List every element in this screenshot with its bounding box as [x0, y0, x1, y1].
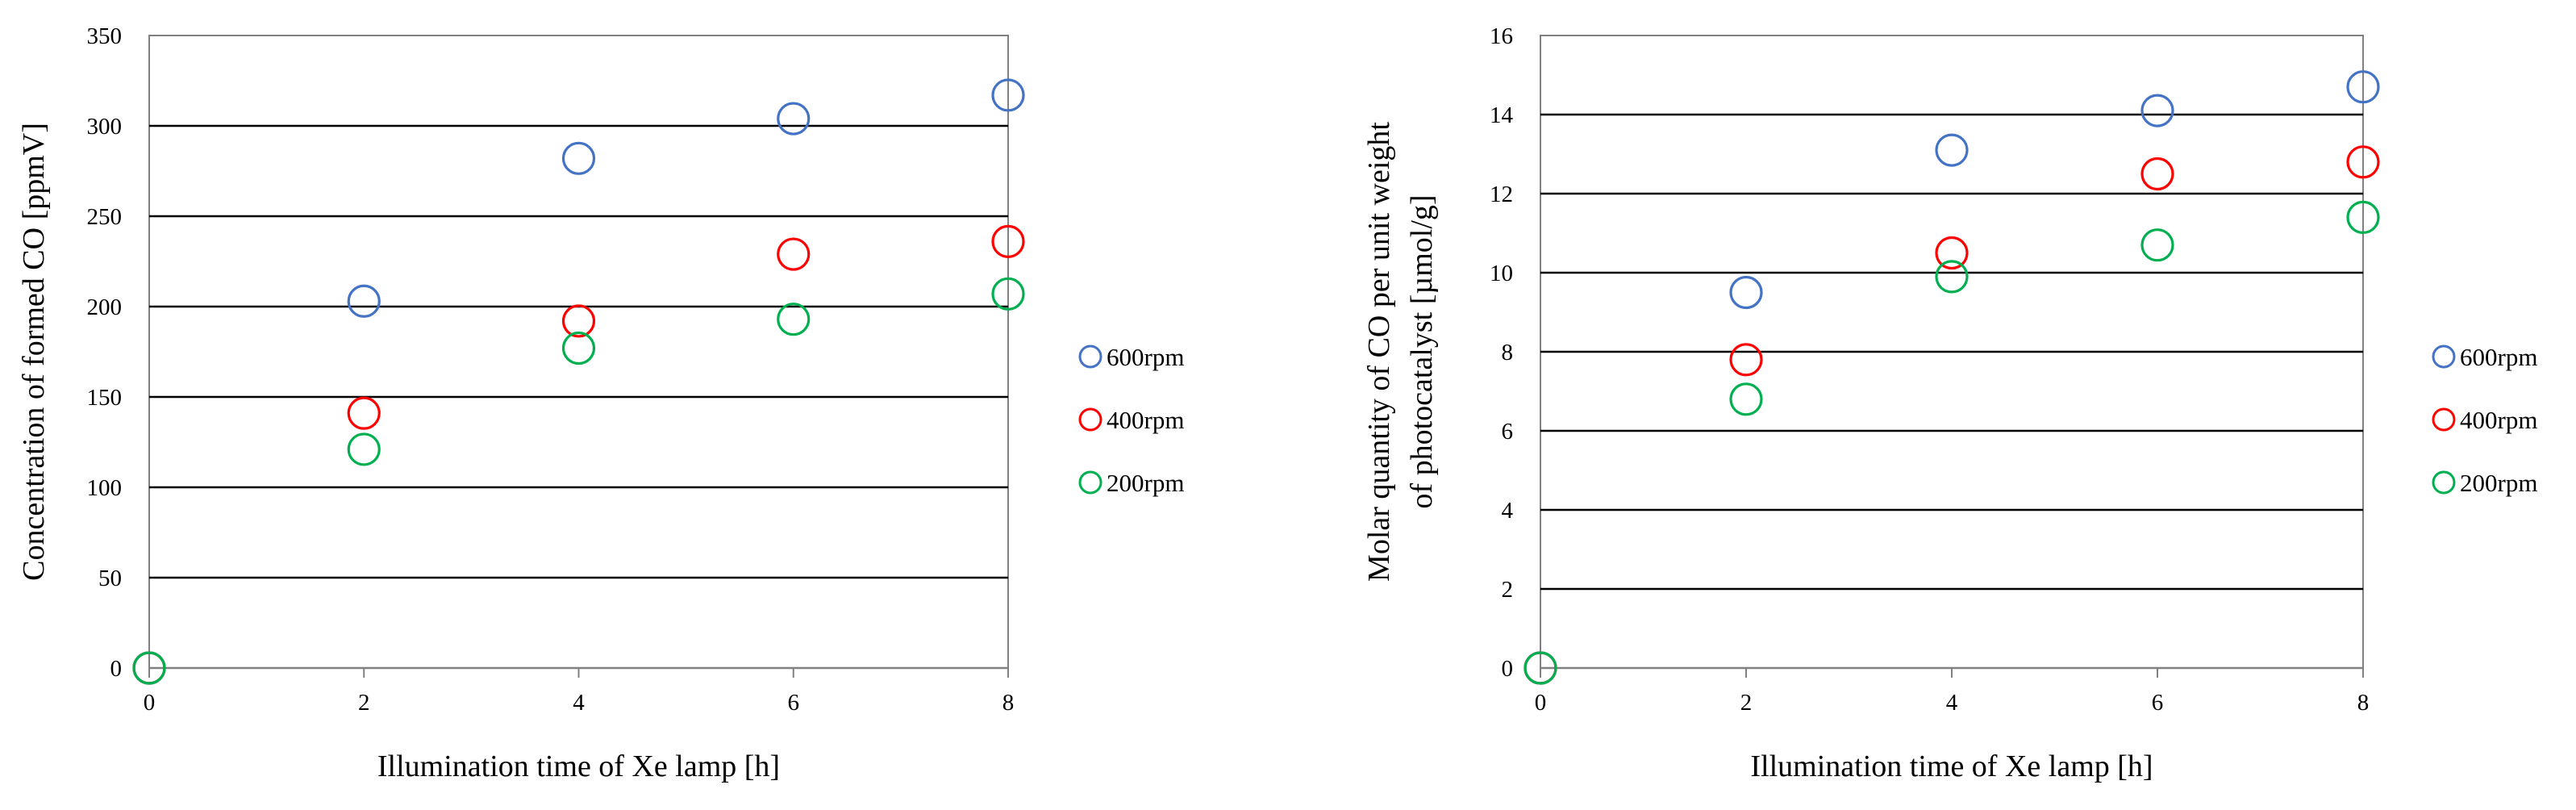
legend-label: 200rpm [1107, 469, 1184, 497]
legend-marker-400rpm [2432, 407, 2456, 432]
legend-marker-200rpm [1078, 470, 1103, 495]
data-point-400rpm [561, 304, 596, 338]
data-point-400rpm [2140, 157, 2174, 191]
data-point-600rpm [2140, 94, 2174, 127]
y-tick-label: 0 [1502, 656, 1514, 682]
x-tick-label: 6 [788, 690, 800, 716]
y-tick-label: 250 [87, 204, 123, 230]
data-point-400rpm [2346, 145, 2380, 179]
data-point-600rpm [1729, 275, 1763, 310]
data-point-200rpm [132, 651, 166, 685]
legend-label: 600rpm [2460, 343, 2537, 371]
plot-area-border [148, 35, 1009, 669]
y-tick-label: 200 [87, 294, 123, 320]
y-tick-label: 2 [1502, 577, 1514, 603]
data-point-200rpm [1935, 260, 1969, 294]
y-tick-label: 50 [98, 566, 122, 591]
x-tick-label: 2 [358, 690, 370, 716]
data-point-200rpm [347, 432, 381, 466]
data-point-600rpm [991, 78, 1025, 112]
data-point-200rpm [2346, 200, 2380, 234]
x-tick-label: 4 [573, 690, 585, 716]
y-tick-label: 100 [87, 475, 123, 501]
data-point-200rpm [2140, 228, 2174, 262]
data-point-400rpm [991, 224, 1025, 258]
legend-label: 200rpm [2460, 469, 2537, 497]
y-tick-label: 14 [1490, 102, 1514, 128]
data-point-200rpm [1524, 651, 1557, 685]
data-point-400rpm [347, 396, 381, 430]
y-axis-title: Molar quantity of CO per unit weight [1362, 122, 1396, 582]
data-point-200rpm [777, 303, 811, 336]
x-tick-label: 8 [1002, 690, 1015, 716]
data-point-400rpm [1935, 236, 1969, 270]
data-point-400rpm [1729, 343, 1763, 377]
data-point-200rpm [561, 331, 596, 365]
data-point-600rpm [561, 141, 596, 175]
x-tick-label: 2 [1740, 690, 1753, 716]
chart-co-concentration: 0 50 100 150 200 250 300 350 0 2 4 6 8 Illumination t… [17, 23, 1184, 783]
y-tick-label: 150 [87, 385, 123, 411]
y-tick-label: 300 [87, 114, 123, 140]
data-point-600rpm [347, 284, 381, 318]
y-tick-label: 10 [1490, 261, 1513, 286]
data-point-200rpm [991, 277, 1025, 311]
legend-label: 400rpm [2460, 406, 2537, 434]
y-axis-title: Concentration of formed CO [ppmV] [17, 123, 51, 581]
legend-marker-400rpm [1078, 407, 1103, 432]
x-axis-title: Illumination time of Xe lamp [h] [377, 749, 780, 783]
data-point-400rpm [777, 237, 811, 271]
data-point-600rpm [2346, 70, 2380, 104]
x-tick-label: 0 [144, 690, 156, 716]
y-tick-label: 350 [87, 23, 123, 49]
legend-marker-600rpm [1078, 344, 1103, 369]
x-tick-label: 4 [1946, 690, 1958, 716]
y-tick-label: 8 [1502, 340, 1514, 365]
data-point-200rpm [1729, 382, 1763, 416]
legend-marker-200rpm [2432, 470, 2456, 495]
legend-label: 400rpm [1107, 406, 1184, 434]
x-axis-title: Illumination time of Xe lamp [h] [1750, 749, 2153, 783]
y-axis-title: of photocatalyst [µmol/g] [1405, 194, 1439, 508]
x-tick-label: 0 [1535, 690, 1547, 716]
y-tick-label: 12 [1490, 182, 1513, 207]
data-point-600rpm [777, 102, 811, 136]
y-tick-label: 16 [1490, 23, 1513, 49]
y-tick-label: 6 [1502, 419, 1514, 445]
y-tick-label: 0 [110, 656, 123, 682]
x-tick-label: 6 [2152, 690, 2164, 716]
legend-label: 600rpm [1107, 343, 1184, 371]
chart-co-molar-quantity: 0 2 4 6 8 10 12 14 16 0 2 4 6 8 Illumination time of X… [1362, 23, 2537, 783]
legend-marker-600rpm [2432, 344, 2456, 369]
data-point-600rpm [1935, 133, 1969, 167]
y-tick-label: 4 [1502, 498, 1514, 524]
x-tick-label: 8 [2357, 690, 2370, 716]
